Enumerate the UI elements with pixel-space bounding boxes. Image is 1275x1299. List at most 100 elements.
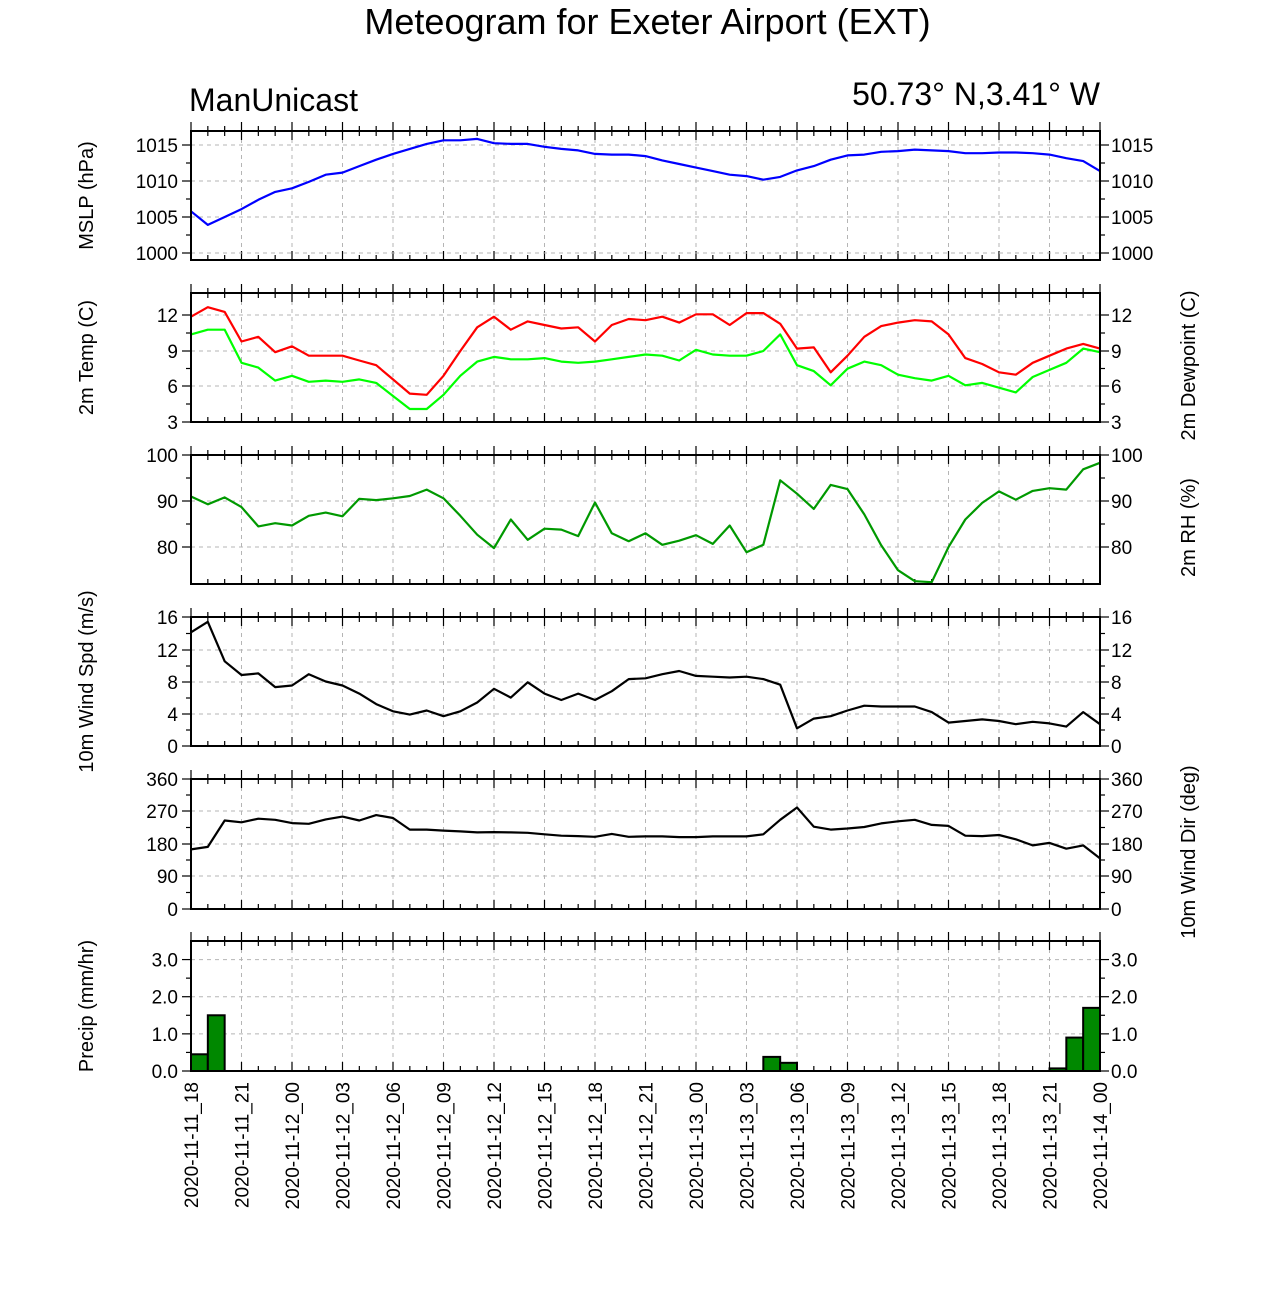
y-tick-label: 90	[157, 492, 178, 513]
precip-bar	[762, 1055, 782, 1073]
x-tick-label: 2020-11-12_12	[485, 1082, 506, 1209]
precip-frame	[190, 940, 1101, 1072]
y-tick-label: 360	[146, 770, 178, 791]
x-tick-label: 2020-11-11_21	[233, 1082, 254, 1208]
precip-bar	[1065, 1036, 1085, 1072]
y-tick-label: 1015	[136, 136, 178, 157]
y-tick-label: 0	[167, 900, 178, 921]
x-tick-label: 2020-11-13_21	[1041, 1082, 1062, 1209]
y-tick-label: 6	[167, 377, 178, 398]
y-tick-label-right: 80	[1111, 538, 1132, 559]
y-tick-label-right: 1010	[1111, 172, 1153, 193]
temp-series-line-0	[190, 306, 1101, 396]
org-label: ManUnicast	[189, 82, 358, 118]
y-tick-label: 0.0	[152, 1062, 178, 1083]
y-tick-label: 1000	[136, 244, 178, 265]
temp-series-line-1	[190, 328, 1101, 411]
y-tick-label-right: 0.0	[1111, 1062, 1137, 1083]
y-tick-label-right: 6	[1111, 377, 1122, 398]
y-tick-label-right: 3.0	[1111, 951, 1137, 972]
y-tick-label-right: 90	[1111, 867, 1132, 888]
y-tick-label: 12	[157, 641, 178, 662]
y-tick-label: 1.0	[152, 1025, 178, 1046]
x-tick-label: 2020-11-13_06	[788, 1082, 809, 1209]
y-tick-label-right: 1005	[1111, 208, 1153, 229]
precip-bar	[1082, 1006, 1101, 1072]
y-tick-label: 270	[146, 802, 178, 823]
mslp-series-line-0	[190, 137, 1101, 226]
x-tick-label: 2020-11-13_09	[839, 1082, 860, 1209]
y-tick-label: 2.0	[152, 988, 178, 1009]
mslp-panel	[182, 122, 1109, 261]
y-tick-label: 3.0	[152, 951, 178, 972]
x-tick-label: 2020-11-14_00	[1091, 1082, 1112, 1209]
y-tick-label-right: 3	[1111, 413, 1122, 434]
y-tick-label: 0	[167, 737, 178, 758]
temp-frame	[190, 292, 1101, 423]
precip-bar	[779, 1061, 799, 1073]
y-tick-label-right: 1015	[1111, 136, 1153, 157]
y-tick-label-right: 12	[1111, 306, 1132, 327]
y-tick-label: 100	[146, 446, 178, 467]
x-tick-label: 2020-11-12_18	[586, 1082, 607, 1209]
wspd-panel	[182, 608, 1109, 747]
precip-ylabel: Precip (mm/hr)	[76, 940, 98, 1072]
y-tick-label: 1005	[136, 208, 178, 229]
y-tick-label-right: 0	[1111, 737, 1122, 758]
x-tick-label: 2020-11-12_06	[384, 1082, 405, 1209]
y-tick-label: 3	[167, 413, 178, 434]
x-tick-label: 2020-11-12_03	[334, 1082, 355, 1209]
x-tick-label: 2020-11-12_00	[283, 1082, 304, 1209]
y-tick-label-right: 270	[1111, 802, 1143, 823]
rh-frame	[190, 454, 1101, 585]
y-tick-label: 12	[157, 306, 178, 327]
page-title: Meteogram for Exeter Airport (EXT)	[364, 1, 931, 42]
x-tick-label: 2020-11-13_03	[738, 1082, 759, 1209]
y-tick-label: 80	[157, 538, 178, 559]
y-tick-label-right: 4	[1111, 705, 1122, 726]
y-tick-label-right: 0	[1111, 900, 1122, 921]
x-tick-label: 2020-11-13_18	[990, 1082, 1011, 1209]
wspd-ylabel: 10m Wind Spd (m/s)	[76, 590, 98, 772]
wspd-series-line-0	[190, 620, 1101, 730]
y-tick-label: 90	[157, 867, 178, 888]
y-tick-label: 180	[146, 835, 178, 856]
x-tick-label: 2020-11-12_21	[637, 1082, 658, 1209]
y-tick-label-right: 9	[1111, 342, 1122, 363]
precip-bar	[206, 1014, 226, 1072]
y-tick-label-right: 12	[1111, 641, 1132, 662]
y-tick-label: 9	[167, 342, 178, 363]
wdir-frame	[190, 778, 1101, 910]
precip-panel	[182, 932, 1109, 1073]
mslp-ylabel: MSLP (hPa)	[76, 141, 98, 250]
y-tick-label-right: 2.0	[1111, 988, 1137, 1009]
rh-series-line-0	[190, 461, 1101, 584]
y-tick-label-right: 1.0	[1111, 1025, 1137, 1046]
precip-bar	[190, 1053, 209, 1073]
rh-ylabel-right: 2m RH (%)	[1178, 478, 1200, 577]
wdir-ylabel-right: 10m Wind Dir (deg)	[1178, 765, 1200, 938]
y-tick-label-right: 100	[1111, 446, 1143, 467]
wspd-frame	[190, 616, 1101, 747]
y-tick-label-right: 360	[1111, 770, 1143, 791]
temp-ylabel: 2m Temp (C)	[76, 300, 98, 415]
x-tick-label: 2020-11-12_15	[536, 1082, 557, 1209]
x-tick-label: 2020-11-13_15	[940, 1082, 961, 1209]
wdir-panel	[182, 770, 1109, 910]
x-tick-label: 2020-11-12_09	[435, 1082, 456, 1209]
y-tick-label: 4	[167, 705, 178, 726]
wdir-series-line-0	[190, 806, 1101, 860]
y-tick-label-right: 16	[1111, 608, 1132, 629]
y-tick-label: 1010	[136, 172, 178, 193]
temp-ylabel-right: 2m Dewpoint (C)	[1178, 290, 1200, 440]
y-tick-label: 16	[157, 608, 178, 629]
x-tick-label: 2020-11-11_18	[182, 1082, 203, 1208]
mslp-frame	[190, 130, 1101, 261]
y-tick-label-right: 180	[1111, 835, 1143, 856]
y-tick-label-right: 90	[1111, 492, 1132, 513]
rh-panel	[182, 446, 1109, 585]
temp-panel	[182, 284, 1109, 423]
coords-label: 50.73° N,3.41° W	[852, 76, 1100, 112]
y-tick-label-right: 1000	[1111, 244, 1153, 265]
